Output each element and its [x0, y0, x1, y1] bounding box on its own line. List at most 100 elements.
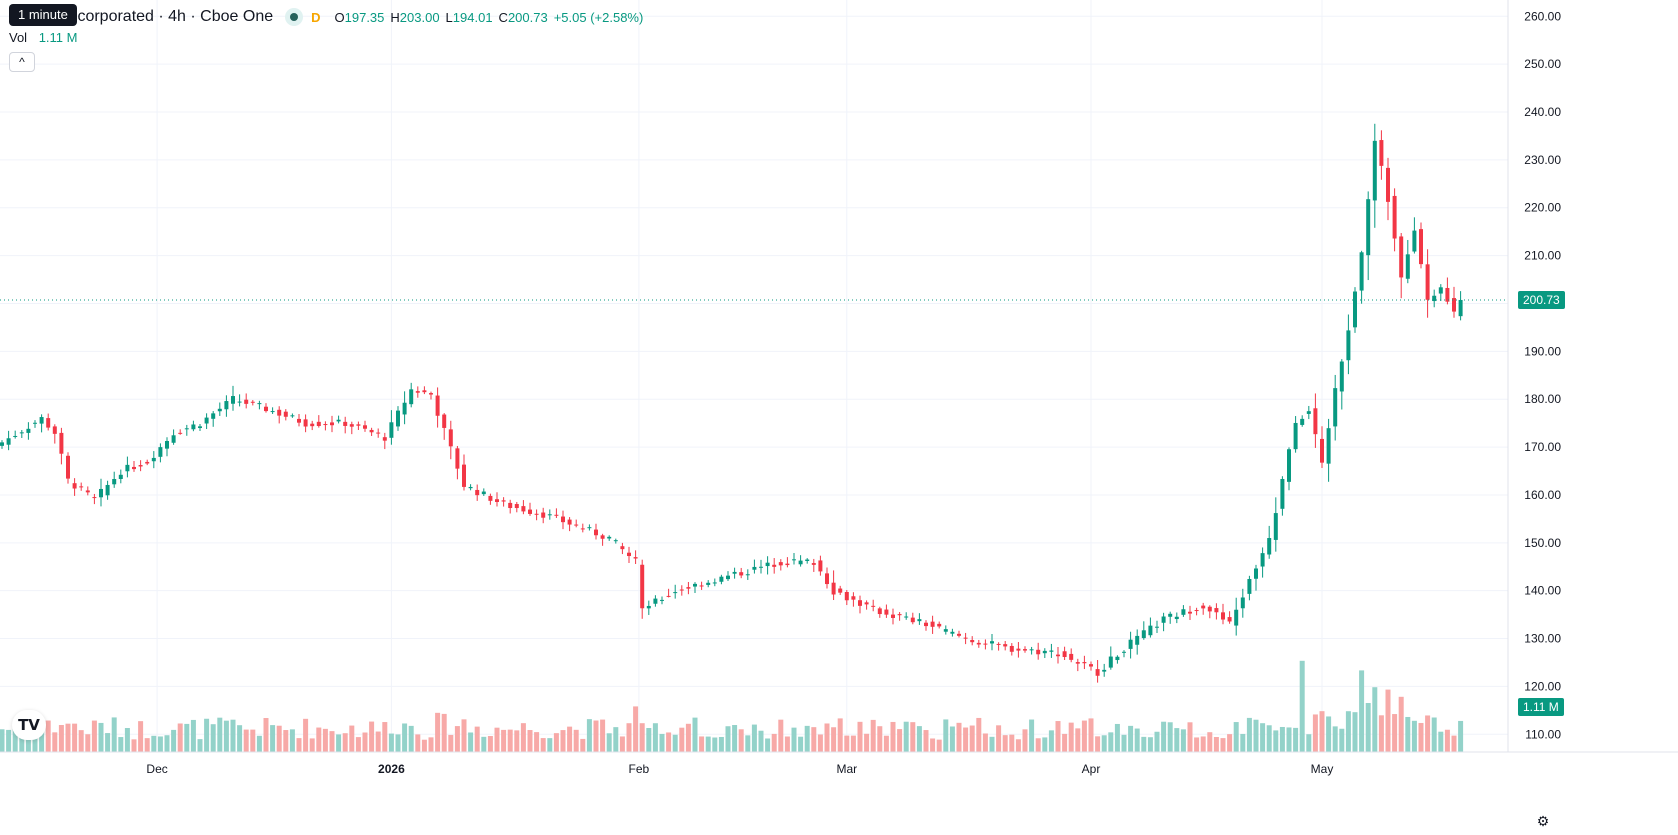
data-mode-badge[interactable]: D: [311, 9, 321, 25]
candle[interactable]: [752, 559, 757, 574]
candle[interactable]: [1155, 620, 1159, 633]
candle[interactable]: [976, 639, 981, 648]
candle[interactable]: [349, 421, 354, 435]
candle[interactable]: [303, 414, 308, 433]
candle[interactable]: [1366, 191, 1371, 281]
volume-legend[interactable]: Vol 1.11 M: [9, 30, 77, 46]
candle[interactable]: [1399, 232, 1404, 299]
candle[interactable]: [924, 620, 928, 631]
candle[interactable]: [389, 410, 394, 445]
candle[interactable]: [1280, 476, 1285, 516]
candle[interactable]: [1438, 284, 1443, 302]
collapse-legend-button[interactable]: ^: [9, 52, 35, 72]
candle[interactable]: [145, 459, 150, 466]
candle[interactable]: [283, 409, 288, 421]
candle[interactable]: [330, 415, 334, 433]
candle[interactable]: [587, 524, 592, 531]
candle[interactable]: [831, 570, 836, 601]
candle[interactable]: [686, 581, 691, 595]
candle[interactable]: [72, 478, 77, 496]
candle[interactable]: [627, 546, 631, 563]
candle[interactable]: [805, 558, 810, 564]
candle[interactable]: [792, 552, 796, 565]
candle[interactable]: [13, 430, 18, 439]
candle[interactable]: [673, 584, 678, 599]
candle[interactable]: [851, 592, 856, 607]
candle[interactable]: [1102, 663, 1107, 677]
candle[interactable]: [1293, 416, 1298, 453]
candle[interactable]: [1115, 655, 1120, 664]
candle[interactable]: [105, 480, 110, 500]
candle[interactable]: [904, 612, 909, 620]
candle[interactable]: [1254, 564, 1258, 591]
candle[interactable]: [1313, 393, 1318, 448]
candle[interactable]: [244, 393, 249, 409]
candle[interactable]: [382, 432, 387, 450]
candle[interactable]: [1049, 643, 1054, 658]
candle[interactable]: [1432, 289, 1437, 308]
candle[interactable]: [1359, 250, 1364, 304]
candle[interactable]: [442, 413, 447, 440]
candle[interactable]: [877, 606, 882, 618]
candle[interactable]: [1405, 239, 1410, 284]
candle[interactable]: [970, 636, 975, 646]
candle[interactable]: [488, 493, 493, 505]
candle[interactable]: [765, 556, 770, 575]
candle[interactable]: [1036, 642, 1041, 660]
candle[interactable]: [660, 596, 664, 605]
candle[interactable]: [534, 509, 539, 521]
candle[interactable]: [46, 413, 51, 431]
candle[interactable]: [1425, 249, 1430, 318]
candle[interactable]: [198, 423, 202, 432]
candle[interactable]: [1095, 660, 1100, 683]
candle[interactable]: [184, 424, 189, 436]
candle[interactable]: [118, 469, 123, 484]
candle[interactable]: [957, 630, 961, 638]
candle[interactable]: [409, 382, 414, 408]
candle[interactable]: [376, 428, 381, 438]
candle[interactable]: [541, 507, 546, 524]
candle[interactable]: [1161, 612, 1166, 632]
candle[interactable]: [508, 499, 513, 514]
candle[interactable]: [481, 488, 486, 496]
candle[interactable]: [547, 509, 552, 520]
candle[interactable]: [1372, 123, 1377, 228]
candle[interactable]: [990, 634, 994, 651]
candle[interactable]: [138, 460, 143, 472]
candle[interactable]: [633, 550, 638, 564]
candle[interactable]: [1379, 130, 1384, 180]
candle[interactable]: [600, 533, 605, 546]
candle[interactable]: [151, 451, 156, 469]
candle[interactable]: [1207, 605, 1212, 619]
candle[interactable]: [92, 493, 97, 505]
candle[interactable]: [838, 585, 843, 595]
candle[interactable]: [699, 581, 704, 590]
candle[interactable]: [613, 538, 618, 544]
candle[interactable]: [211, 411, 216, 427]
candle[interactable]: [59, 427, 64, 465]
candle[interactable]: [316, 415, 321, 428]
candle[interactable]: [574, 519, 579, 528]
candle[interactable]: [1016, 642, 1021, 658]
candle[interactable]: [323, 421, 328, 431]
candle[interactable]: [778, 559, 783, 571]
candle[interactable]: [429, 391, 433, 400]
candle[interactable]: [1458, 291, 1463, 321]
candle[interactable]: [257, 400, 262, 410]
candle[interactable]: [1069, 648, 1074, 663]
candle[interactable]: [415, 386, 420, 398]
candle[interactable]: [1412, 217, 1417, 254]
candle[interactable]: [1168, 611, 1173, 624]
candle[interactable]: [844, 590, 849, 606]
candle[interactable]: [501, 497, 506, 507]
candle[interactable]: [706, 580, 711, 588]
candle[interactable]: [567, 517, 572, 532]
candle[interactable]: [1326, 418, 1331, 482]
candle[interactable]: [1108, 646, 1113, 670]
candle[interactable]: [79, 482, 84, 491]
candle[interactable]: [785, 557, 790, 568]
candle[interactable]: [336, 415, 341, 424]
tradingview-logo-icon[interactable]: TV: [12, 710, 46, 740]
candle[interactable]: [1062, 646, 1067, 661]
candle[interactable]: [996, 642, 1001, 651]
